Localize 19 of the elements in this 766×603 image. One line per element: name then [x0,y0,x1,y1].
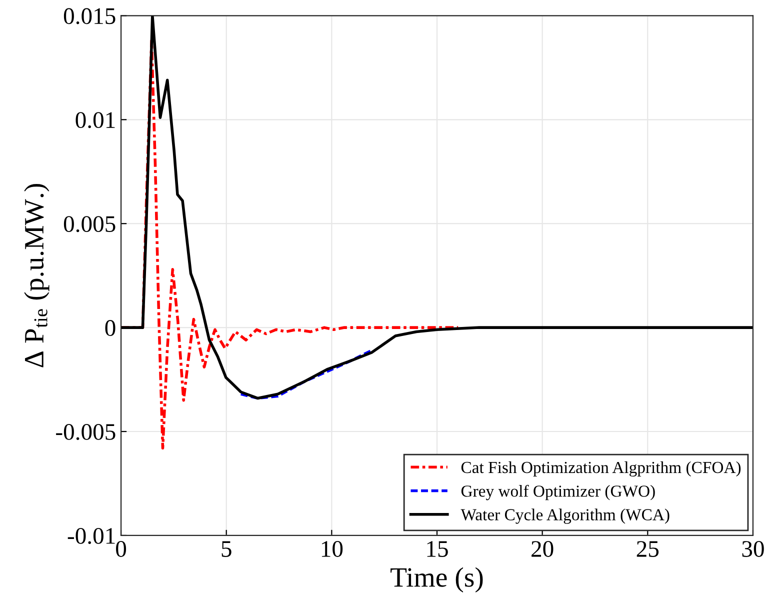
x-tick-label: 5 [222,541,232,557]
legend-label: Cat Fish Optimization Algprithm (CFOA) [461,461,741,477]
y-tick-label: 0.01 [76,112,115,128]
x-tick-label: 25 [636,541,659,557]
x-tick-label: 15 [427,541,448,557]
x-tick-label: 0 [116,541,126,557]
y-tick-label: -0.005 [56,424,116,440]
y-tick-label: 0 [105,320,116,336]
x-tick-label: 30 [742,541,764,557]
y-tick-label: 0.015 [64,8,116,24]
x-axis-title: Time (s) [390,567,483,592]
y-tick-label: -0.01 [68,528,115,544]
legend-label: Grey wolf Optimizer (GWO) [461,484,655,500]
x-tick-label: 10 [322,541,343,557]
y-tick-label: 0.005 [64,216,116,232]
line-series [240,349,374,400]
legend-label: Water Cycle Algorithm (WCA) [460,508,670,524]
x-tick-label: 20 [532,541,554,557]
y-axis-title: Δ P$_{tie}$ (p.u.MW.) [24,184,50,368]
